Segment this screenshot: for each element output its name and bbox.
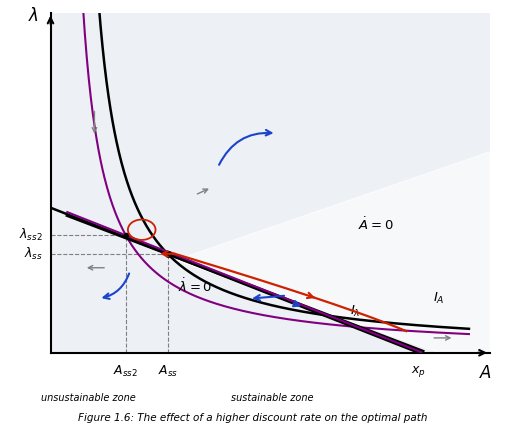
Text: $\dot{A}=0$: $\dot{A}=0$ [358,216,393,233]
Text: $x_p$: $x_p$ [411,363,426,379]
Text: $\lambda_{ss2}$: $\lambda_{ss2}$ [19,227,43,244]
Text: $A_{ss}$: $A_{ss}$ [158,363,178,379]
Text: λ: λ [29,7,39,25]
Text: $\lambda_{ss}$: $\lambda_{ss}$ [24,246,43,262]
Polygon shape [176,152,490,353]
Text: A: A [480,363,491,382]
Text: $I_{\lambda}$: $I_{\lambda}$ [349,303,360,319]
Text: $A_{ss2}$: $A_{ss2}$ [113,363,138,379]
Text: $I_A$: $I_A$ [433,291,445,306]
Text: sustainable zone: sustainable zone [231,393,314,403]
Text: unsustainable zone: unsustainable zone [41,393,135,403]
Text: $\dot{\lambda}=0$: $\dot{\lambda}=0$ [178,278,212,295]
Text: Figure 1.6: The effect of a higher discount rate on the optimal path: Figure 1.6: The effect of a higher disco… [78,413,427,423]
